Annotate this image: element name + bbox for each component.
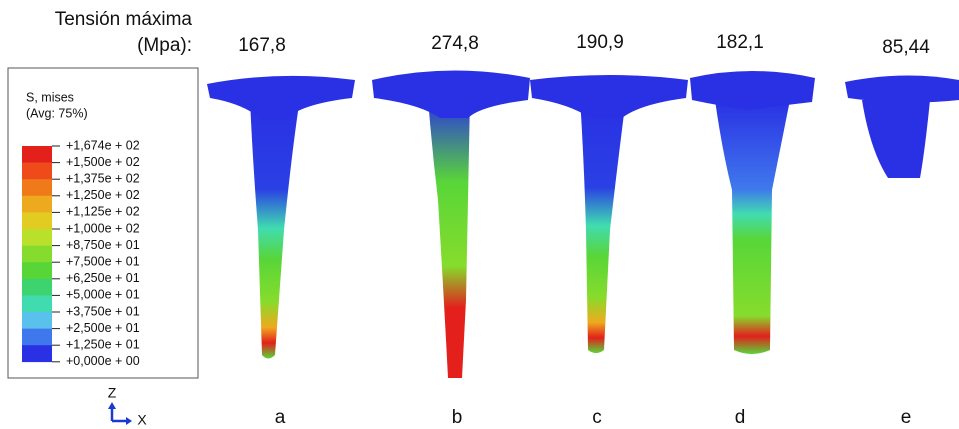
legend-swatch (22, 246, 52, 263)
legend-swatch (22, 179, 52, 196)
unit: (Mpa): (137, 35, 192, 56)
implant-head (207, 76, 355, 120)
legend-swatch (22, 345, 52, 362)
legend-title: S, mises (26, 90, 74, 104)
legend-label: +5,000e + 01 (66, 288, 140, 302)
legend-label: +1,250e + 02 (66, 188, 140, 202)
legend-label: +3,750e + 01 (66, 304, 140, 318)
legend-label: +2,500e + 01 (66, 321, 140, 335)
legend-swatch (22, 295, 52, 312)
max-stress: 274,8 (431, 33, 479, 54)
legend-label: +1,500e + 02 (66, 155, 140, 169)
figure: Tensión máxima (Mpa): S, mises (Avg: 75%… (0, 0, 959, 429)
panel-label: e (901, 407, 912, 428)
legend-label: +1,000e + 02 (66, 221, 140, 235)
legend-swatch (22, 196, 52, 213)
max-stress: 85,44 (882, 37, 930, 58)
implant-shaft (580, 98, 626, 353)
max-stress: 167,8 (238, 35, 286, 56)
legend-swatch (22, 212, 52, 229)
legend-swatch (22, 163, 52, 180)
legend-label: +0,000e + 00 (66, 354, 140, 368)
implant-body (862, 100, 930, 178)
legend-swatch (22, 279, 52, 296)
axis-z: Z (108, 385, 117, 401)
legend-label: +1,125e + 02 (66, 205, 140, 219)
implant-head (372, 70, 530, 118)
implant-head (530, 75, 688, 118)
legend-label: +8,750e + 01 (66, 238, 140, 252)
legend-label: +6,250e + 01 (66, 271, 140, 285)
legend-swatch (22, 146, 52, 163)
implant-shaft (250, 98, 300, 359)
implants (207, 70, 959, 378)
max-stress: 190,9 (576, 32, 624, 53)
axis-triad: Z X (108, 385, 148, 428)
panel-label: c (592, 407, 602, 428)
legend-subtitle: (Avg: 75%) (26, 106, 88, 120)
legend-label: +7,500e + 01 (66, 254, 140, 268)
implant-shaft (428, 98, 470, 378)
panel-label: b (452, 407, 463, 428)
legend-swatch (22, 262, 52, 279)
implant-head (690, 71, 815, 110)
implant-shaft (715, 100, 790, 354)
axis-x: X (137, 412, 147, 428)
legend-swatch (22, 229, 52, 246)
legend-label: +1,250e + 01 (66, 337, 140, 351)
panel-label: d (735, 407, 746, 428)
legend-label: +1,674e + 02 (66, 138, 140, 152)
legend-label: +1,375e + 02 (66, 171, 140, 185)
panel-label: a (275, 407, 286, 428)
max-stress: 182,1 (716, 32, 764, 53)
implant-head (845, 75, 959, 102)
title: Tensión máxima (55, 9, 193, 30)
legend-swatch (22, 329, 52, 346)
legend-swatch (22, 312, 52, 329)
